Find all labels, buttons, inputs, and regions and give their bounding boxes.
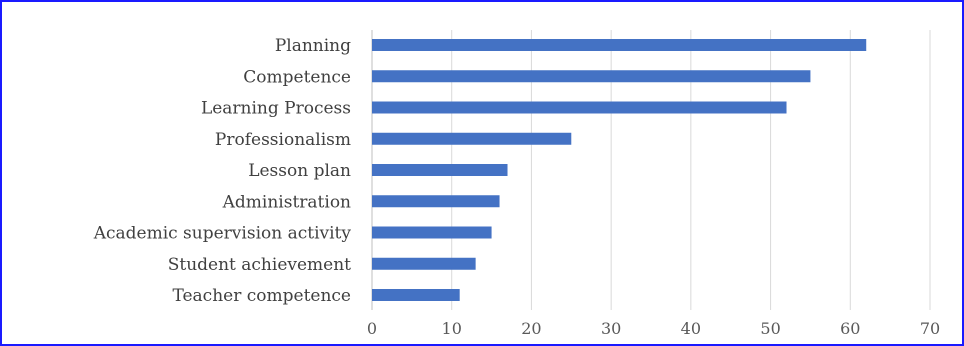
x-tick-label: 0 bbox=[367, 319, 377, 338]
bar-competence bbox=[372, 70, 811, 83]
x-tick-label: 50 bbox=[760, 319, 780, 338]
category-label: Competence bbox=[243, 67, 351, 87]
bar-academic-supervision-activity bbox=[372, 226, 492, 239]
x-axis-ticks: 0 10 20 30 40 50 60 70 bbox=[367, 319, 940, 338]
bar-administration bbox=[372, 195, 500, 208]
bar-learning-process bbox=[372, 101, 787, 114]
category-label: Professionalism bbox=[215, 130, 351, 150]
x-tick-label: 30 bbox=[601, 319, 621, 338]
bar-professionalism bbox=[372, 132, 572, 145]
x-tick-label: 60 bbox=[840, 319, 860, 338]
category-label: Student achievement bbox=[168, 255, 351, 275]
category-label: Planning bbox=[275, 36, 351, 56]
category-label: Academic supervision activity bbox=[93, 224, 352, 244]
category-label: Learning Process bbox=[201, 99, 351, 119]
category-labels: Planning Competence Learning Process Profes… bbox=[93, 36, 352, 306]
x-tick-label: 70 bbox=[920, 319, 940, 338]
x-tick-label: 20 bbox=[521, 319, 541, 338]
category-label: Administration bbox=[222, 192, 351, 212]
x-tick-label: 10 bbox=[442, 319, 462, 338]
category-label: Teacher competence bbox=[172, 286, 351, 306]
category-label: Lesson plan bbox=[248, 161, 351, 181]
bars bbox=[372, 39, 867, 301]
bar-planning bbox=[372, 39, 867, 51]
x-tick-label: 40 bbox=[681, 319, 701, 338]
bar-student-achievement bbox=[372, 257, 476, 270]
bar-lesson-plan bbox=[372, 164, 508, 176]
bar-teacher-competence bbox=[372, 289, 460, 301]
